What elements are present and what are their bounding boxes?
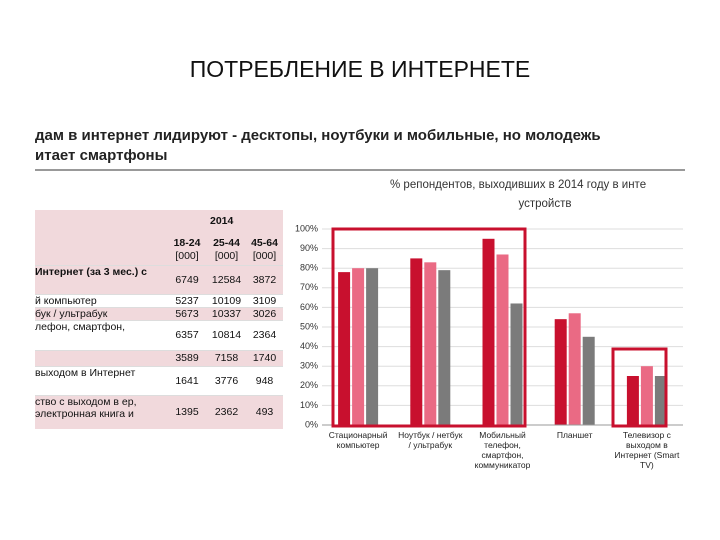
- y-tick-label: 60%: [300, 302, 318, 312]
- table-header: 18-24: [173, 237, 201, 249]
- table-header: 45-64: [251, 237, 278, 249]
- y-tick-label: 40%: [300, 341, 318, 351]
- bar: [496, 254, 509, 425]
- chart-subtitle: устройств: [518, 198, 572, 210]
- table-label: выходом в Интернет: [35, 367, 136, 379]
- table-cell: 6749: [175, 273, 199, 286]
- bar: [626, 376, 639, 425]
- table-cell: 3872: [252, 273, 277, 286]
- table-cell: 3589: [175, 352, 199, 364]
- table-header: 25-44: [213, 237, 240, 249]
- bar: [352, 268, 365, 425]
- table-row-bg: [35, 350, 283, 367]
- y-tick-label: 50%: [300, 321, 318, 331]
- table-cell: 10109: [211, 294, 242, 307]
- x-tick-label: Ноутбук / нетбук / ультрабук: [398, 430, 463, 450]
- table-row-bg: [35, 307, 283, 321]
- table-cell: 3776: [214, 374, 239, 387]
- bar: [338, 272, 351, 425]
- bar: [582, 336, 595, 425]
- x-tick-label: Мобильный телефон, смартфон, коммуникато…: [474, 430, 531, 470]
- y-tick-label: 10%: [300, 400, 318, 410]
- table-label: бук / ультрабук: [35, 308, 108, 320]
- bar: [510, 303, 523, 425]
- table-cell: 10814: [211, 329, 242, 341]
- table-cell: 2364: [252, 329, 277, 341]
- bar: [366, 268, 379, 425]
- heading-line: итает смартфоны: [35, 147, 168, 164]
- bar: [654, 376, 667, 425]
- chart-title: % репондентов, выходивших в 2014 году в …: [390, 179, 647, 191]
- bar: [482, 238, 495, 425]
- y-tick-label: 20%: [300, 380, 318, 390]
- bar: [424, 262, 437, 425]
- table-cell: 493: [255, 405, 274, 418]
- table-cell: 3026: [252, 307, 277, 320]
- table-label: й компьютер: [35, 295, 97, 307]
- highlight-box: [331, 227, 527, 428]
- table-header-bg: [35, 210, 283, 265]
- table-row-bg: [35, 294, 283, 308]
- y-tick-label: 100%: [295, 223, 318, 233]
- table-cell: 1395: [175, 405, 199, 418]
- table-cell: 7158: [214, 352, 239, 364]
- bar: [640, 366, 653, 425]
- table-cell: 6357: [175, 329, 199, 341]
- x-tick-label: Стационарный компьютер: [328, 430, 388, 450]
- divider: [35, 169, 685, 171]
- table-header: [000]: [175, 250, 199, 262]
- table-row-bg: [35, 265, 283, 295]
- table-cell: 12584: [211, 273, 242, 286]
- table-cell: 2014: [210, 215, 234, 227]
- table-cell: 1641: [175, 374, 199, 387]
- y-tick-label: 80%: [300, 263, 318, 273]
- table-row-bg: [35, 395, 283, 429]
- table-cell: 1740: [252, 352, 277, 364]
- table-cell: 10337: [211, 307, 242, 320]
- table-label: лефон, смартфон,: [35, 321, 125, 333]
- table-header: [000]: [252, 250, 277, 262]
- table-cell: 5673: [175, 307, 199, 320]
- y-tick-label: 30%: [300, 361, 318, 371]
- table-row-bg: [35, 320, 283, 351]
- y-tick-label: 0%: [305, 419, 318, 429]
- table-cell: 948: [255, 374, 274, 387]
- y-tick-label: 90%: [300, 243, 318, 253]
- table-header: [000]: [214, 250, 239, 262]
- highlight-box: [611, 347, 668, 428]
- table-cell: 5237: [175, 294, 199, 307]
- bar: [554, 319, 567, 425]
- bar: [410, 258, 423, 425]
- x-tick-label: Телевизор с выходом в Интернет (Smart TV…: [614, 430, 680, 470]
- y-tick-label: 70%: [300, 282, 318, 292]
- table-cell: 3109: [252, 294, 277, 307]
- table-cell: 2362: [214, 405, 239, 418]
- heading-line: дам в интернет лидируют - десктопы, ноут…: [35, 127, 601, 144]
- bar: [568, 313, 581, 425]
- slide-title: ПОТРЕБЛЕНИЕ В ИНТЕРНЕТЕ: [189, 56, 531, 82]
- table-label: Интернет (за 3 мес.) с: [35, 266, 147, 278]
- table-row-bg: [35, 366, 283, 396]
- x-tick-label: Планшет: [556, 430, 593, 440]
- table-label: ство с выходом в ер, электронная книга и: [35, 396, 137, 420]
- bar: [438, 270, 451, 425]
